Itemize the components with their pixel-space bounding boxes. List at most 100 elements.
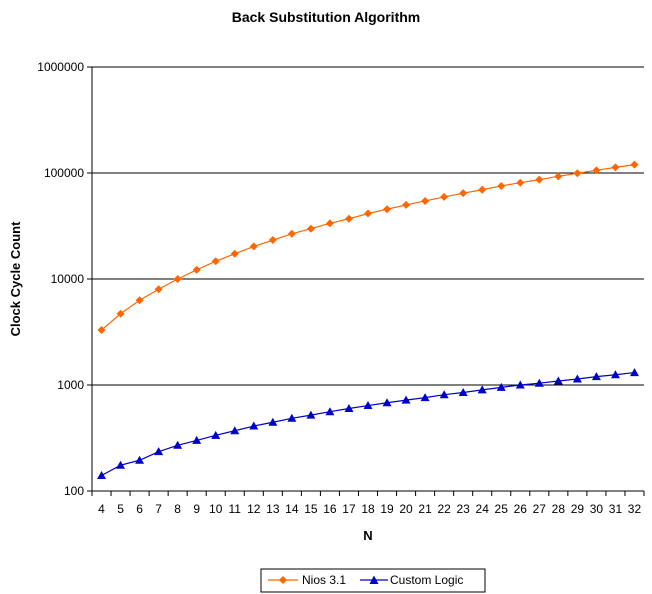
x-tick-label: 22 bbox=[437, 502, 451, 516]
data-point-custom-logic bbox=[515, 380, 525, 389]
data-point-nios bbox=[573, 169, 582, 178]
legend-label-nios: Nios 3.1 bbox=[302, 573, 346, 587]
data-point-nios bbox=[344, 214, 353, 223]
data-point-nios bbox=[459, 189, 468, 198]
x-tick-label: 15 bbox=[304, 502, 318, 516]
data-point-custom-logic bbox=[211, 430, 221, 439]
x-tick-label: 8 bbox=[174, 502, 181, 516]
chart-title: Back Substitution Algorithm bbox=[232, 9, 420, 25]
data-point-custom-logic bbox=[591, 372, 601, 381]
data-point-custom-logic bbox=[135, 455, 145, 464]
x-tick-label: 6 bbox=[136, 502, 143, 516]
data-point-nios bbox=[325, 219, 334, 228]
data-point-nios bbox=[440, 192, 449, 201]
legend-label-custom: Custom Logic bbox=[390, 573, 463, 587]
data-point-nios bbox=[535, 175, 544, 184]
data-point-nios bbox=[497, 181, 506, 190]
data-point-custom-logic bbox=[439, 390, 449, 399]
x-tick-label: 11 bbox=[229, 502, 242, 516]
x-tick-label: 31 bbox=[609, 502, 623, 516]
x-tick-label: 21 bbox=[418, 502, 432, 516]
data-point-nios bbox=[402, 200, 411, 209]
data-point-nios bbox=[249, 242, 258, 251]
legend-marker-nios bbox=[279, 576, 287, 584]
y-tick-label: 1000 bbox=[57, 378, 84, 392]
data-point-custom-logic bbox=[230, 426, 240, 435]
x-tick-label: 25 bbox=[495, 502, 509, 516]
data-point-custom-logic bbox=[382, 398, 392, 407]
y-tick-label: 100 bbox=[64, 484, 84, 498]
data-point-custom-logic bbox=[534, 378, 544, 387]
data-point-custom-logic bbox=[287, 413, 297, 422]
y-tick-label: 1000000 bbox=[37, 60, 84, 74]
y-tick-label: 100000 bbox=[44, 166, 84, 180]
x-tick-label: 5 bbox=[117, 502, 124, 516]
data-point-nios bbox=[135, 296, 144, 305]
data-point-custom-logic bbox=[363, 401, 373, 410]
x-ticks: 4 5 6 7 8 9 10 11 12 13 14 15 16 17 18 19 20 21 22 23 24 25 26… bbox=[91, 491, 645, 516]
legend: Nios 3.1 Custom Logic bbox=[260, 568, 486, 593]
x-tick-label: 16 bbox=[323, 502, 337, 516]
data-point-nios bbox=[287, 229, 296, 238]
x-tick-label: 30 bbox=[590, 502, 604, 516]
data-point-custom-logic bbox=[173, 440, 183, 449]
data-point-custom-logic bbox=[249, 421, 259, 430]
data-point-nios bbox=[230, 249, 239, 258]
data-point-nios bbox=[478, 185, 487, 194]
x-tick-label: 24 bbox=[476, 502, 490, 516]
data-point-custom-logic bbox=[629, 368, 639, 377]
x-tick-label: 23 bbox=[456, 502, 470, 516]
data-point-nios bbox=[268, 236, 277, 245]
x-tick-label: 10 bbox=[209, 502, 223, 516]
x-tick-label: 17 bbox=[342, 502, 356, 516]
data-point-custom-logic bbox=[306, 410, 316, 419]
x-tick-label: 29 bbox=[571, 502, 585, 516]
y-ticks: 100 1000 10000 100000 1000000 bbox=[37, 60, 92, 498]
data-point-custom-logic bbox=[496, 382, 506, 391]
data-point-custom-logic bbox=[553, 376, 563, 385]
x-tick-label: 14 bbox=[285, 502, 299, 516]
data-point-nios bbox=[516, 178, 525, 187]
x-tick-label: 28 bbox=[552, 502, 566, 516]
data-point-nios bbox=[154, 285, 163, 294]
x-tick-label: 9 bbox=[193, 502, 200, 516]
data-point-custom-logic bbox=[401, 395, 411, 404]
data-point-custom-logic bbox=[572, 374, 582, 383]
data-point-nios bbox=[364, 209, 372, 218]
data-point-custom-logic bbox=[154, 447, 164, 456]
data-point-custom-logic bbox=[97, 471, 107, 480]
y-axis-title: Clock Cycle Count bbox=[8, 221, 23, 337]
data-point-nios bbox=[592, 166, 601, 175]
x-tick-label: 13 bbox=[266, 502, 280, 516]
data-point-custom-logic bbox=[477, 385, 487, 394]
x-tick-label: 18 bbox=[361, 502, 375, 516]
data-point-nios bbox=[630, 160, 639, 169]
data-point-nios bbox=[421, 196, 430, 205]
data-point-custom-logic bbox=[458, 387, 468, 396]
data-point-custom-logic bbox=[116, 460, 126, 469]
x-tick-label: 7 bbox=[155, 502, 162, 516]
x-tick-label: 19 bbox=[380, 502, 394, 516]
series-layer bbox=[97, 160, 639, 480]
x-tick-label: 26 bbox=[514, 502, 528, 516]
gridlines bbox=[92, 66, 644, 386]
x-tick-label: 4 bbox=[98, 502, 105, 516]
legend-marker-custom bbox=[369, 575, 379, 584]
x-tick-label: 12 bbox=[247, 502, 261, 516]
data-point-custom-logic bbox=[344, 404, 354, 413]
data-point-custom-logic bbox=[420, 393, 430, 402]
data-point-custom-logic bbox=[610, 370, 620, 379]
x-tick-label: 27 bbox=[533, 502, 547, 516]
data-point-nios bbox=[97, 326, 106, 335]
data-point-nios bbox=[383, 205, 392, 214]
data-point-nios bbox=[173, 275, 182, 283]
x-tick-label: 32 bbox=[628, 502, 642, 516]
data-point-custom-logic bbox=[268, 417, 278, 426]
data-point-nios bbox=[192, 265, 201, 274]
data-point-custom-logic bbox=[192, 435, 202, 444]
data-point-nios bbox=[554, 172, 563, 181]
data-point-custom-logic bbox=[325, 407, 335, 416]
data-point-nios bbox=[211, 257, 220, 266]
y-tick-label: 10000 bbox=[51, 272, 85, 286]
